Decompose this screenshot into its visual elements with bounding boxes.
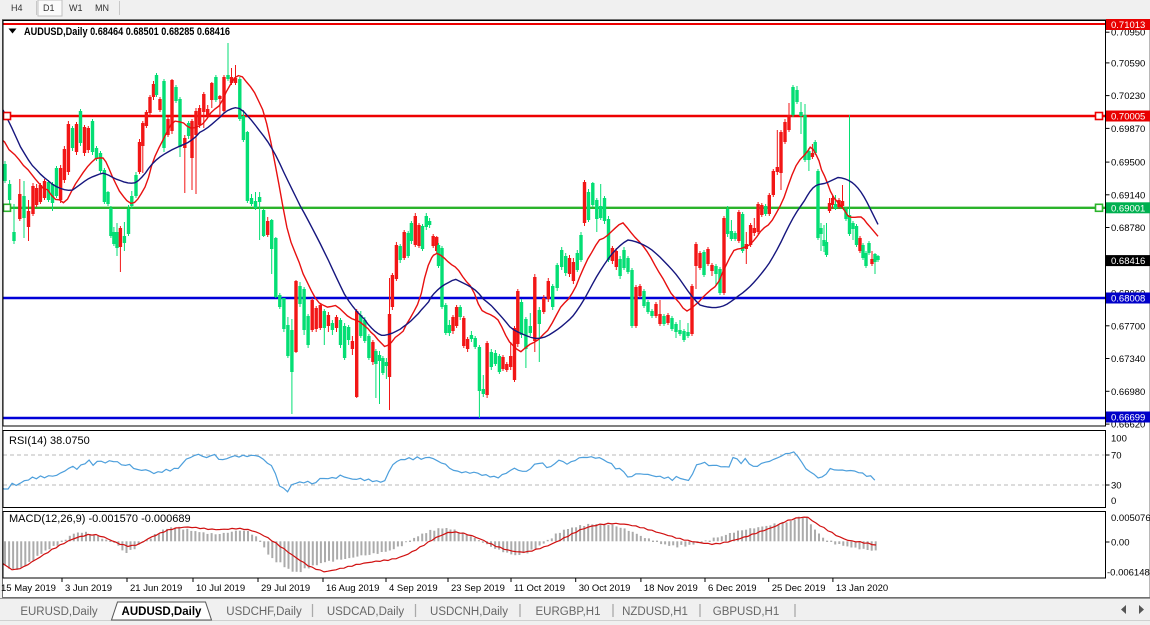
svg-text:0.70230: 0.70230 [1111,91,1145,102]
svg-text:AUDUSD,Daily: AUDUSD,Daily [122,606,202,618]
svg-text:0.67700: 0.67700 [1111,321,1145,332]
svg-text:18 Nov 2019: 18 Nov 2019 [644,583,698,594]
svg-text:10 Jul 2019: 10 Jul 2019 [196,583,245,594]
svg-text:16 Aug 2019: 16 Aug 2019 [326,583,379,594]
svg-text:EURGBP,H1: EURGBP,H1 [536,606,601,618]
svg-text:0.66620: 0.66620 [1111,420,1145,431]
svg-text:0.68780: 0.68780 [1111,223,1145,234]
svg-text:30: 30 [1111,481,1122,492]
svg-text:23 Sep 2019: 23 Sep 2019 [451,583,505,594]
svg-text:H4: H4 [11,3,23,13]
svg-text:AUDUSD,Daily 0.68464 0.68501: AUDUSD,Daily 0.68464 0.68501 0.68285 0.6… [24,26,230,38]
svg-text:0.70590: 0.70590 [1111,58,1145,69]
svg-text:MN: MN [95,3,109,13]
svg-text:13 Jan 2020: 13 Jan 2020 [836,583,888,594]
svg-text:0.005076: 0.005076 [1111,513,1150,524]
svg-text:-0.006148: -0.006148 [1107,568,1150,579]
svg-text:21 Jun 2019: 21 Jun 2019 [130,583,182,594]
svg-text:USDCAD,Daily: USDCAD,Daily [327,606,405,618]
svg-text:0.71013: 0.71013 [1111,20,1145,31]
svg-text:6 Dec 2019: 6 Dec 2019 [708,583,757,594]
svg-text:0.66980: 0.66980 [1111,387,1145,398]
svg-text:3 Jun 2019: 3 Jun 2019 [65,583,112,594]
svg-text:NZDUSD,H1: NZDUSD,H1 [622,606,688,618]
svg-text:0.68416: 0.68416 [1111,256,1145,267]
svg-text:MACD(12,26,9) -0.001570 -0.000: MACD(12,26,9) -0.001570 -0.000689 [9,513,191,525]
svg-text:GBPUSD,H1: GBPUSD,H1 [713,606,779,618]
svg-text:EURUSD,Daily: EURUSD,Daily [20,606,98,618]
svg-text:0.69140: 0.69140 [1111,190,1145,201]
svg-text:0.00: 0.00 [1111,538,1130,549]
svg-text:W1: W1 [69,3,83,13]
svg-text:RSI(14) 38.0750: RSI(14) 38.0750 [9,435,90,447]
svg-text:0.70005: 0.70005 [1111,112,1145,123]
svg-text:0.66699: 0.66699 [1111,413,1145,424]
svg-text:30 Oct 2019: 30 Oct 2019 [579,583,631,594]
svg-text:0.69500: 0.69500 [1111,158,1145,169]
svg-text:29 Jul 2019: 29 Jul 2019 [261,583,310,594]
svg-text:USDCHF,Daily: USDCHF,Daily [226,606,302,618]
svg-text:100: 100 [1111,434,1127,445]
svg-text:0.69870: 0.69870 [1111,124,1145,135]
svg-text:0.68008: 0.68008 [1111,294,1145,305]
svg-text:0.69001: 0.69001 [1111,203,1145,214]
svg-text:0.70950: 0.70950 [1111,28,1145,39]
svg-text:0: 0 [1111,496,1116,507]
svg-text:D1: D1 [43,3,55,13]
svg-text:15 May 2019: 15 May 2019 [1,583,56,594]
svg-text:USDCNH,Daily: USDCNH,Daily [430,606,508,618]
svg-text:25 Dec 2019: 25 Dec 2019 [772,583,826,594]
svg-text:11 Oct 2019: 11 Oct 2019 [514,583,565,594]
svg-text:0.67340: 0.67340 [1111,354,1145,365]
svg-text:70: 70 [1111,451,1122,462]
svg-text:4 Sep 2019: 4 Sep 2019 [389,583,438,594]
